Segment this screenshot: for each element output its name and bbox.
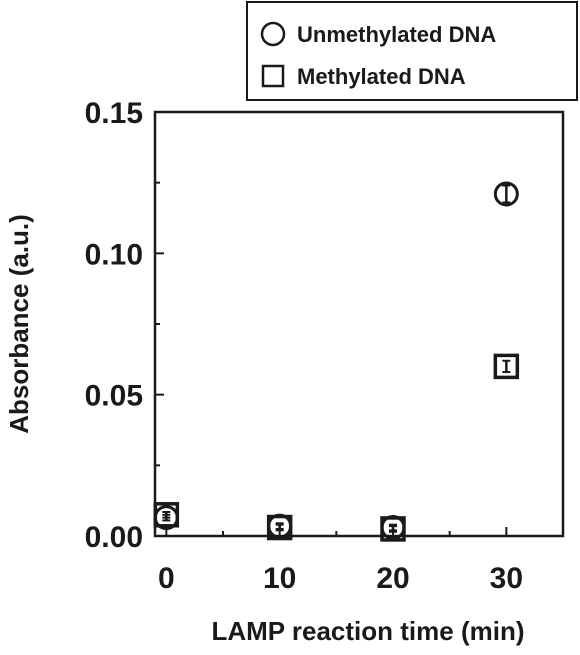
legend-label-unmethylated: Unmethylated DNA: [297, 22, 496, 47]
y-axis-label: Absorbance (a.u.): [4, 214, 34, 434]
legend: Unmethylated DNA Methylated DNA: [246, 1, 578, 101]
x-tick-label: 10: [263, 562, 296, 595]
data-points: [153, 181, 520, 542]
square-marker: [266, 514, 293, 541]
legend-label-methylated: Methylated DNA: [297, 64, 466, 89]
x-axis-label: LAMP reaction time (min): [211, 616, 524, 646]
plot-frame: [153, 110, 565, 538]
circle-marker: [493, 181, 519, 207]
methylated-point: [266, 514, 293, 541]
methylated-point: [493, 353, 520, 380]
legend-box: [246, 1, 578, 101]
methylated-point: [380, 516, 406, 542]
unmethylated-point: [493, 181, 519, 207]
y-tick-label: 0.00: [85, 521, 143, 554]
methylated-point: [153, 502, 180, 528]
y-tick-label: 0.10: [85, 238, 143, 271]
square-marker: [153, 502, 180, 528]
y-tick-label: 0.15: [85, 97, 143, 130]
y-axis-ticks: 0.00 0.05 0.10 0.15: [85, 97, 164, 554]
y-tick-label: 0.05: [85, 380, 143, 413]
x-tick-label: 0: [158, 562, 175, 595]
legend-circle-marker: [260, 21, 286, 47]
square-marker: [380, 516, 406, 542]
legend-square-marker: [261, 64, 285, 88]
x-axis-ticks: 0 10 20 30: [158, 527, 523, 595]
x-tick-label: 30: [490, 562, 523, 595]
square-marker: [493, 353, 520, 380]
x-tick-label: 20: [376, 562, 409, 595]
